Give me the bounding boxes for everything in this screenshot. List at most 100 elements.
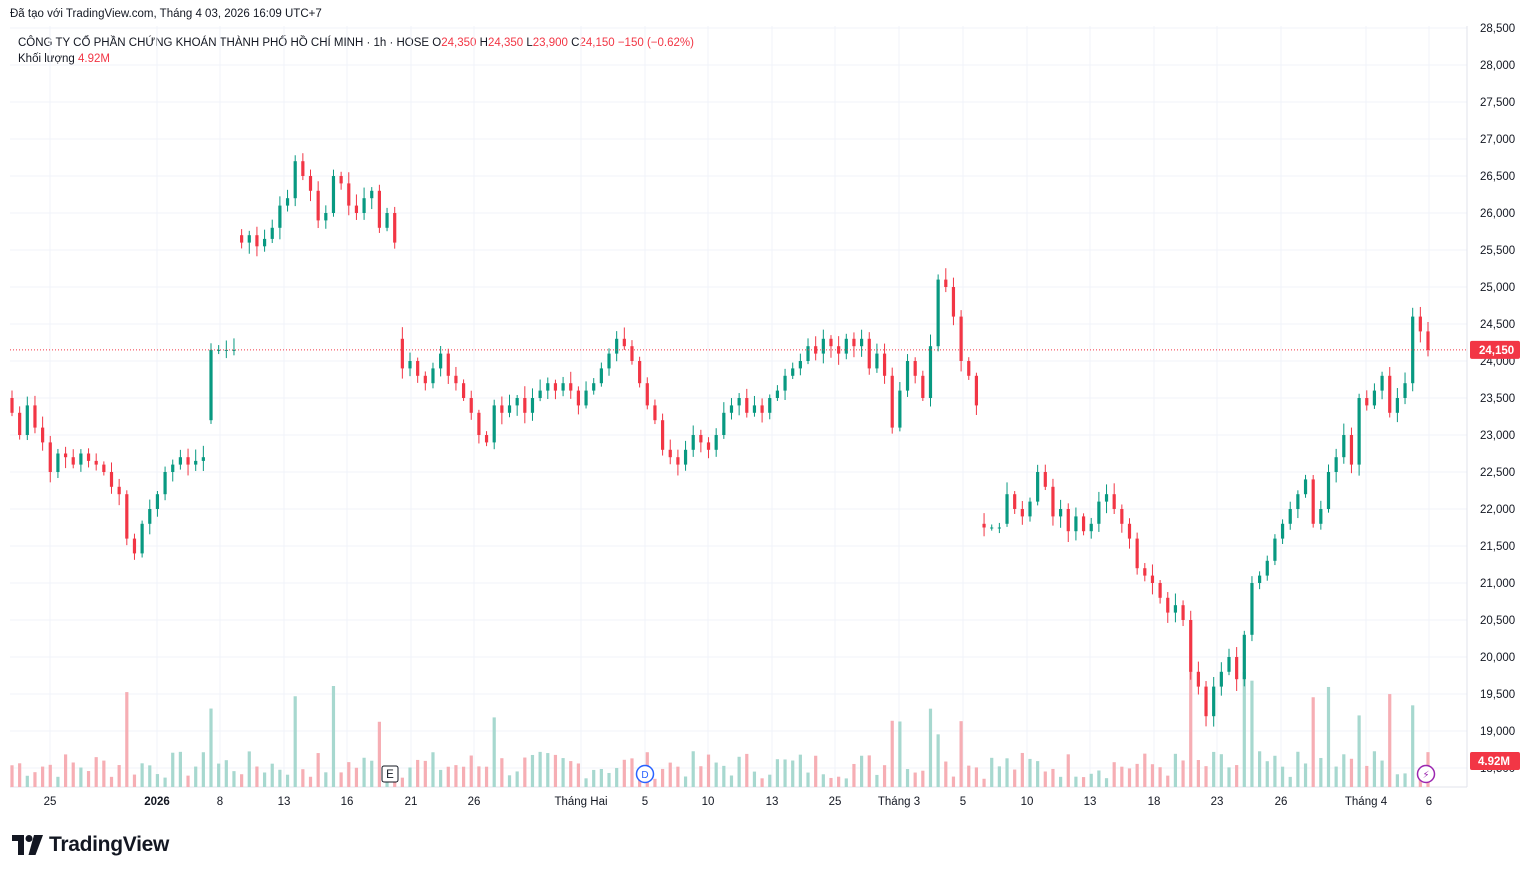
candle-body xyxy=(1388,375,1392,413)
candle-body xyxy=(209,349,213,421)
volume-bar xyxy=(232,771,236,787)
candle-body xyxy=(278,205,282,228)
candle-body xyxy=(615,338,619,354)
volume-bar xyxy=(676,766,680,787)
dividend-marker[interactable] xyxy=(635,764,655,784)
candle-body xyxy=(1273,538,1277,561)
time-tick-label: 26 xyxy=(468,796,481,808)
candle-body xyxy=(393,213,397,243)
candle-body xyxy=(1181,605,1185,620)
volume-bar xyxy=(905,769,910,787)
volume-bar xyxy=(997,766,1001,787)
candle-body xyxy=(844,338,848,354)
candle-body xyxy=(1235,657,1239,680)
close-value: 24,150 xyxy=(579,37,615,49)
candle-body xyxy=(1097,501,1101,524)
volume-bar xyxy=(25,775,29,787)
volume-bar xyxy=(990,757,994,787)
volume-bar xyxy=(576,763,580,787)
price-tick-label: 19,000 xyxy=(1480,726,1515,738)
time-tick-label: 10 xyxy=(1021,796,1034,808)
volume-bar xyxy=(913,772,917,787)
price-chart[interactable]: 18,50019,00019,50020,00020,50021,00021,5… xyxy=(0,0,1534,830)
candle-body xyxy=(324,213,328,221)
candle-body xyxy=(1166,597,1170,613)
candle-body xyxy=(798,361,802,369)
candle-body xyxy=(814,346,818,354)
symbol-title[interactable]: CÔNG TY CỔ PHẦN CHỨNG KHOÁN THÀNH PHỐ HỒ… xyxy=(18,37,430,49)
volume-bar xyxy=(1227,767,1231,787)
volume-bar xyxy=(285,774,290,787)
candle-body xyxy=(293,161,297,199)
candle-body xyxy=(461,383,466,398)
candle-body xyxy=(1411,316,1415,384)
earnings-marker[interactable] xyxy=(381,765,399,783)
candle-body xyxy=(1303,479,1308,495)
chart-credit: Đã tạo với TradingView.com, Tháng 4 03, … xyxy=(10,8,322,20)
volume-bar xyxy=(163,777,167,787)
volume-bar xyxy=(867,755,871,787)
candle-body xyxy=(668,449,672,458)
event-marker[interactable] xyxy=(1416,764,1436,784)
volume-bar xyxy=(132,774,137,787)
volume-bar xyxy=(171,752,175,787)
candle-body xyxy=(1043,472,1047,487)
volume-bar xyxy=(492,717,496,787)
tradingview-brand[interactable]: TradingView xyxy=(12,833,169,857)
volume-bar xyxy=(599,768,603,787)
candle-body xyxy=(699,435,703,443)
volume-bar xyxy=(255,766,259,787)
volume-bar xyxy=(882,765,887,787)
candle-body xyxy=(515,398,519,406)
open-label: O xyxy=(432,37,442,49)
candle-body xyxy=(1150,575,1155,583)
candle-body xyxy=(1013,494,1017,509)
candle-body xyxy=(1005,494,1009,524)
volume-label[interactable]: Khối lượng xyxy=(18,53,75,65)
candle-body xyxy=(1357,398,1361,465)
last-volume-badge xyxy=(1470,752,1520,770)
candle-body xyxy=(423,375,427,384)
candle-body xyxy=(1242,634,1246,680)
candle-body xyxy=(1104,494,1109,502)
volume-bar xyxy=(1158,767,1162,787)
volume-bar xyxy=(775,759,780,787)
volume-bar xyxy=(469,755,473,787)
volume-bar xyxy=(837,776,841,787)
candle-body xyxy=(163,472,167,495)
candle-body xyxy=(1342,435,1346,458)
volume-bar xyxy=(814,755,818,787)
volume-bar xyxy=(400,777,404,787)
price-tick-label: 27,500 xyxy=(1480,97,1515,109)
candle-body xyxy=(86,453,91,461)
volume-bar xyxy=(1181,760,1185,787)
volume-bar xyxy=(446,766,450,787)
earnings-marker-label: E xyxy=(386,769,394,781)
volume-bar xyxy=(1104,778,1109,787)
volume-bar xyxy=(201,752,205,787)
volume-bar xyxy=(607,772,611,787)
volume-bar xyxy=(316,753,320,787)
candle-body xyxy=(1189,620,1193,672)
volume-bar xyxy=(63,754,68,787)
volume-bar xyxy=(1074,776,1078,787)
candle-body xyxy=(1212,686,1216,717)
volume-bar xyxy=(1166,775,1170,787)
time-tick-label: 25 xyxy=(829,796,842,808)
volume-bar xyxy=(500,758,504,787)
time-tick-label: 13 xyxy=(278,796,291,808)
volume-bar xyxy=(1411,705,1415,787)
volume-bar xyxy=(1258,751,1262,787)
volume-bar xyxy=(224,760,228,787)
candle-body xyxy=(936,279,940,347)
candle-body xyxy=(898,390,902,428)
volume-bar xyxy=(262,772,267,787)
volume-bar xyxy=(806,772,810,787)
candle-body xyxy=(492,405,496,443)
volume-value: 4.92M xyxy=(78,53,110,65)
low-label: L xyxy=(526,37,533,49)
volume-bar xyxy=(1273,755,1277,787)
volume-bar xyxy=(660,768,665,787)
ohlc-row: CÔNG TY CỔ PHẦN CHỨNG KHOÁN THÀNH PHỐ HỒ… xyxy=(18,35,694,51)
volume-bar xyxy=(951,776,956,787)
